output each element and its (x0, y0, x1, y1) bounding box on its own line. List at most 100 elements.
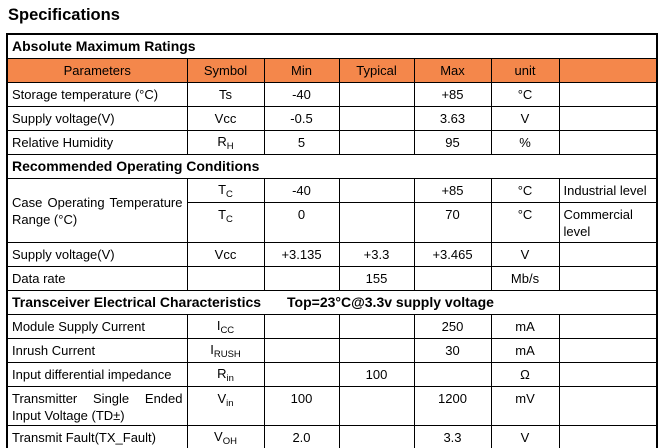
max-cell: +85 (413, 178, 492, 203)
max-cell (413, 362, 492, 387)
column-header-blank (558, 58, 658, 83)
max-cell: +85 (413, 82, 492, 107)
note-cell (558, 362, 658, 387)
section-title: Absolute Maximum Ratings (12, 38, 196, 54)
typical-cell (338, 338, 415, 363)
param-cell: Transmit Fault(TX_Fault) (6, 425, 188, 448)
typical-cell: +3.3 (338, 242, 415, 267)
note-cell (558, 314, 658, 339)
column-header-row: Parameters Symbol Min Typical Max unit (6, 58, 658, 83)
min-cell: 5 (263, 130, 340, 155)
unit-cell: V (490, 106, 560, 131)
section-header-row: Absolute Maximum Ratings (6, 33, 658, 59)
note-cell (558, 425, 658, 448)
param-cell: Supply voltage(V) (6, 242, 188, 267)
unit-cell: V (490, 425, 560, 448)
section-header-cell: Absolute Maximum Ratings (6, 33, 658, 59)
symbol-subscript: in (226, 398, 234, 409)
symbol-base: I (216, 318, 221, 333)
max-cell: +3.465 (413, 242, 492, 267)
table-row: Data rate 155 Mb/s (6, 266, 658, 291)
table-row: Supply voltage(V) Vcc +3.135 +3.3 +3.465 V (6, 242, 658, 267)
table-row: Module Supply Current ICC 250 mA (6, 314, 658, 339)
table-row: Storage temperature (°C) Ts -40 +85 °C (6, 82, 658, 107)
section-header-row: Recommended Operating Conditions (6, 154, 658, 179)
section-header-row: Transceiver Electrical Characteristics To… (6, 290, 658, 315)
table-row: Relative Humidity RH 5 95% (6, 130, 658, 155)
column-header-symbol: Symbol (186, 58, 265, 83)
section-condition-note: Top=23°C@3.3v supply voltage (287, 294, 494, 310)
symbol-cell: ICC (186, 314, 265, 339)
typical-cell (338, 386, 415, 426)
unit-cell: V (490, 242, 560, 267)
symbol-subscript: RUSH (213, 349, 241, 360)
note-cell (558, 242, 658, 267)
min-cell (263, 266, 340, 291)
param-cell: Input differential impedance (6, 362, 188, 387)
symbol-base: T (218, 182, 227, 197)
note-cell: Industrial level (558, 178, 658, 203)
symbol-cell: Rin (186, 362, 265, 387)
symbol-cell: VOH (186, 425, 265, 448)
max-cell: 95 (413, 130, 492, 155)
param-cell: Case Operating Temperature Range (°C) (6, 178, 188, 243)
specifications-table: Absolute Maximum Ratings Parameters Symbol… (6, 33, 658, 448)
unit-cell: °C (490, 202, 560, 243)
symbol-subscript: H (226, 141, 234, 152)
min-cell: +3.135 (263, 242, 340, 267)
symbol-cell: Ts (186, 82, 265, 107)
symbol-subscript: CC (220, 325, 235, 336)
typical-cell (338, 425, 415, 448)
column-header-typical: Typical (338, 58, 415, 83)
param-cell: Data rate (6, 266, 188, 291)
symbol-base: V (214, 429, 223, 444)
max-cell: 1200 (413, 386, 492, 426)
note-cell (558, 338, 658, 363)
table-row: Supply voltage(V) Vcc -0.5 3.63 V (6, 106, 658, 131)
min-cell: -0.5 (263, 106, 340, 131)
table-row: Input differential impedance Rin 100 Ω (6, 362, 658, 387)
unit-cell: mA (490, 338, 560, 363)
table-row: TC 0 70 °C Commercial level (7, 202, 658, 243)
min-cell: -40 (263, 178, 340, 203)
unit-cell: °C (490, 178, 560, 203)
symbol-subscript: C (226, 189, 233, 200)
param-cell: Storage temperature (°C) (6, 82, 188, 107)
param-cell: Supply voltage(V) (6, 106, 188, 131)
section-title: Recommended Operating Conditions (12, 158, 260, 174)
max-cell: 3.63 (413, 106, 492, 131)
note-cell: Commercial level (558, 202, 658, 243)
symbol-base: Vcc (214, 111, 237, 126)
note-cell (558, 386, 658, 426)
max-cell: 70 (413, 202, 492, 243)
typical-cell (338, 130, 415, 155)
max-cell (413, 266, 492, 291)
typical-cell (338, 106, 415, 131)
note-cell (558, 106, 658, 131)
section-header-cell: Transceiver Electrical Characteristics To… (6, 290, 658, 315)
symbol-subscript: C (226, 214, 233, 225)
note-cell (558, 82, 658, 107)
symbol-cell: Vcc (186, 106, 265, 131)
symbol-cell: RH (186, 130, 265, 155)
symbol-base: R (217, 366, 227, 381)
symbol-base: Vcc (214, 247, 237, 262)
note-cell (558, 130, 658, 155)
unit-cell: % (490, 130, 560, 155)
min-cell: 0 (263, 202, 340, 243)
page-title: Specifications (8, 6, 120, 24)
typical-cell (338, 82, 415, 107)
min-cell: 2.0 (263, 425, 340, 448)
symbol-cell: Vcc (186, 242, 265, 267)
min-cell (263, 362, 340, 387)
symbol-subscript: in (226, 373, 234, 384)
max-cell: 30 (413, 338, 492, 363)
table-row: Case Operating Temperature Range (°C) TC -… (6, 178, 658, 243)
min-cell: 100 (263, 386, 340, 426)
typical-cell (338, 178, 415, 203)
column-header-min: Min (263, 58, 340, 83)
typical-cell: 155 (338, 266, 415, 291)
min-cell (263, 314, 340, 339)
symbol-base: I (210, 342, 214, 357)
section-header-cell: Recommended Operating Conditions (6, 154, 658, 179)
